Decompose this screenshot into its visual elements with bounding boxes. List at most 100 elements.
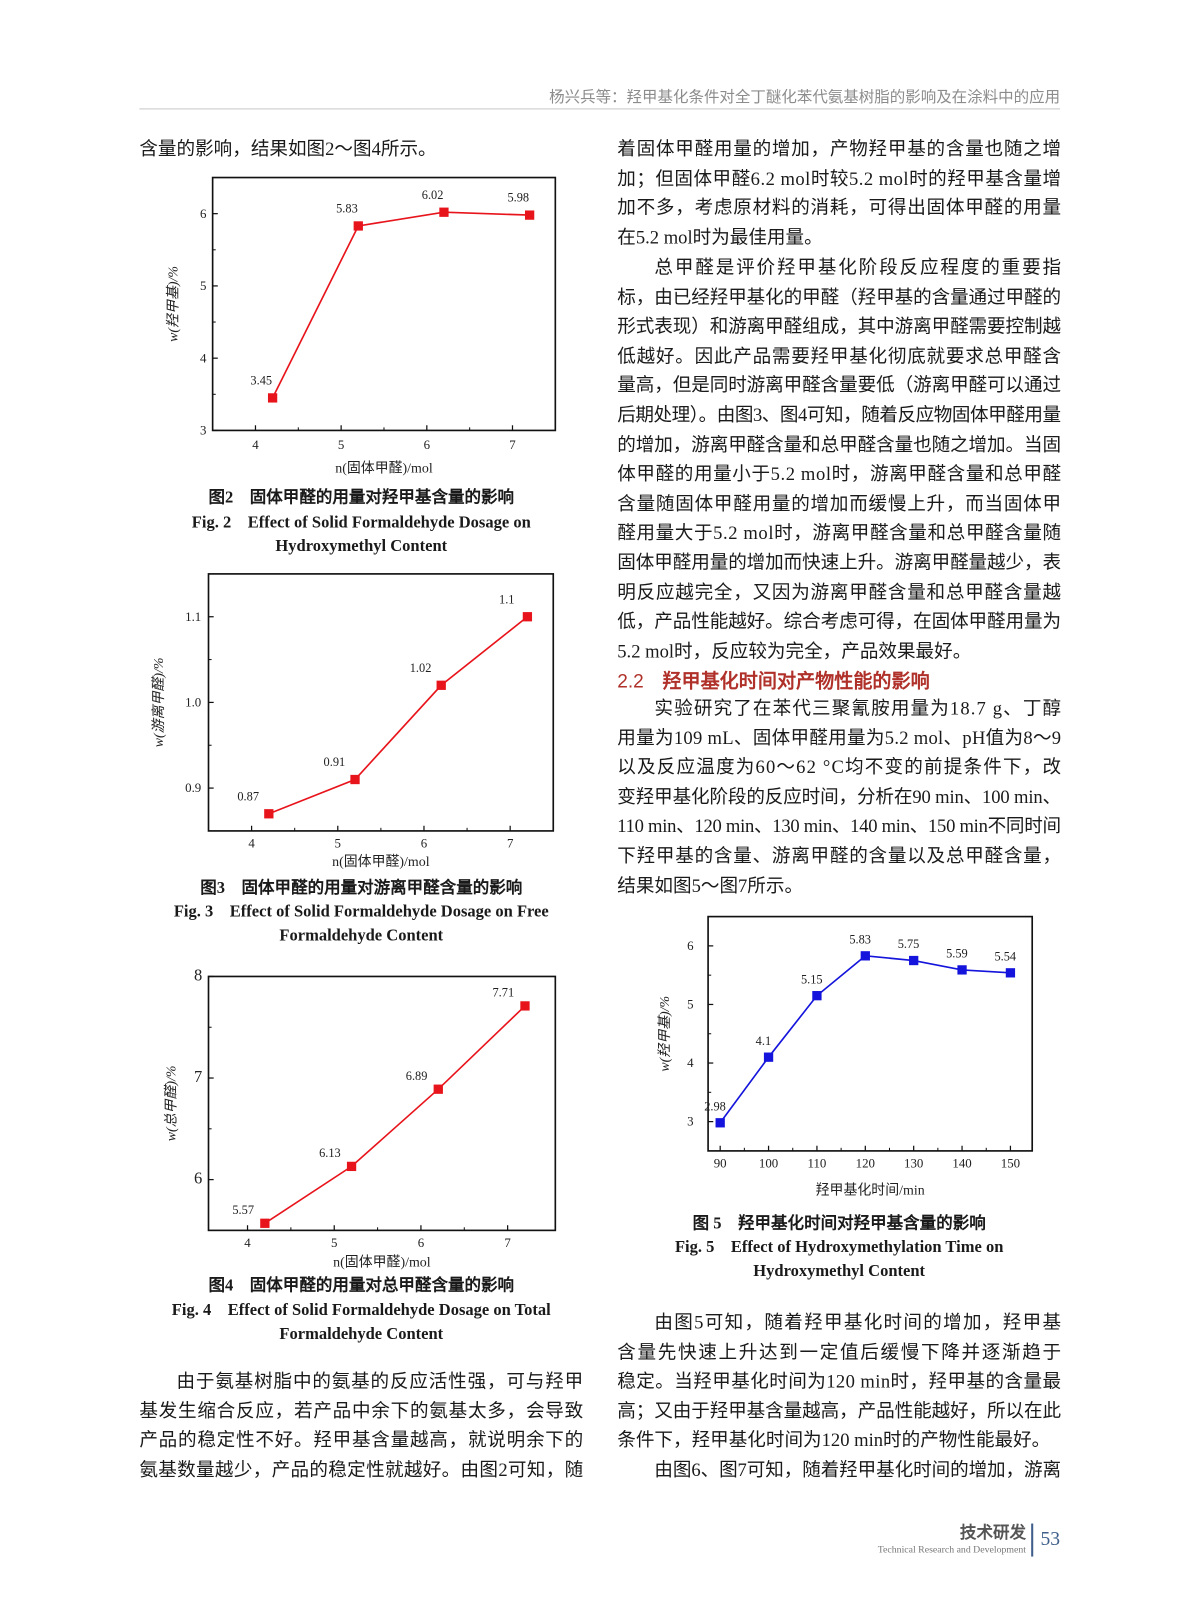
data-point: [763, 1052, 774, 1062]
text-line: 在5.2 mol时为最佳用量。: [617, 226, 823, 248]
text-line: 固体甲醛用量的增加而快速上升。游离甲醛量越少，表: [617, 552, 1062, 573]
fig3-caption-line: 图3 固体甲醛的用量对游离甲醛含量的影响: [200, 879, 523, 897]
y-axis-label: w(羟甲基)/%: [657, 996, 673, 1072]
text-line: 实验研究了在苯代三聚氰胺用量为18.7 g、丁醇: [654, 697, 1063, 719]
footer-section-en: Technical Research and Development: [877, 1545, 1027, 1556]
data-point: [860, 951, 870, 961]
text-line: 下羟甲基的含量、游离甲醛的含量以及总甲醛含量，: [617, 845, 1062, 867]
plot-frame: [207, 975, 557, 1232]
x-tick-label: 100: [759, 1156, 778, 1170]
fig4-caption-line: 图4 固体甲醛的用量对总甲醛含量的影响: [208, 1276, 515, 1295]
data-point: [1005, 968, 1016, 978]
data-label: 6.13: [319, 1146, 341, 1160]
text-line: 变羟甲基化阶段的反应时间，分析在90 min、100 min、: [617, 786, 1061, 807]
data-point: [264, 809, 274, 819]
data-point: [524, 210, 535, 220]
text-line: 稳定。当羟甲基化时间为120 min时，羟甲基的含量最: [617, 1370, 1062, 1392]
text-line: 标，由已经羟甲基化的甲醛（羟甲基的含量通过甲醛的: [617, 286, 1062, 308]
data-label: 4.1: [756, 1034, 771, 1048]
x-axis-label: n(固体甲醛)/mol: [332, 854, 430, 870]
data-label: 0.91: [324, 755, 346, 769]
text-line: 的增加，游离甲醛含量和总甲醛含量也随之增加。当固: [617, 434, 1062, 455]
text-line: 用量为109 mL、固体甲醛用量为5.2 mol、pH值为8～9: [617, 727, 1062, 748]
data-label: 7.71: [492, 986, 514, 1000]
y-tick-label: 5: [200, 279, 206, 293]
data-point: [436, 680, 446, 690]
data-label: 5.83: [849, 932, 871, 946]
text-line: 由图5可知，随着羟甲基化时间的增加，羟甲基: [654, 1311, 1063, 1333]
x-tick-label: 4: [248, 836, 255, 850]
data-label: 3.45: [250, 373, 272, 387]
text-line: 低越好。因此产品需要羟甲基化彻底就要求总甲醛含: [617, 345, 1062, 367]
text-line: 总甲醛是评价羟甲基化阶段反应程度的重要指: [654, 257, 1063, 278]
text-line: 量高，但是同时游离甲醛含量要低（游离甲醛可以通过: [617, 375, 1062, 396]
text-line: 明反应越完全，又因为游离甲醛含量和总甲醛含量越: [617, 581, 1062, 603]
y-tick-label: 1.1: [185, 610, 201, 624]
plot-frame: [207, 573, 555, 832]
fig3-caption-line: Formaldehyde Content: [279, 926, 444, 945]
x-tick-label: 5: [335, 836, 341, 850]
header-divider: [139, 108, 1061, 110]
y-tick-label: 8: [194, 966, 202, 985]
y-tick-label: 1.0: [185, 696, 201, 710]
plot-frame: [707, 915, 1034, 1152]
section-number: 2.2: [617, 669, 644, 692]
data-label: 2.98: [704, 1099, 726, 1113]
text-line: 形式表现）和游离甲醛组成，其中游离甲醛需要控制越: [617, 316, 1062, 337]
data-point: [353, 221, 363, 231]
text-line: 由图6、图7可知，随着羟甲基化时间的增加，游离: [654, 1459, 1062, 1481]
y-axis-label: w(羟甲基)/%: [166, 266, 182, 342]
fig2-caption-line: 图2 固体甲醛的用量对羟甲基含量的影响: [208, 489, 515, 507]
x-axis-label: 羟甲基化时间/min: [816, 1181, 925, 1198]
x-tick-label: 7: [504, 1236, 511, 1250]
text-line: 加不多，考虑原材料的消耗，可得出固体甲醛的用量: [617, 197, 1062, 218]
y-axis-label: w(游离甲醛)/%: [151, 658, 167, 748]
series-line: [264, 1005, 526, 1224]
page-number: 53: [1040, 1528, 1061, 1551]
y-tick-label: 4: [687, 1056, 694, 1070]
data-label: 5.15: [801, 972, 823, 986]
text-line: 基发生缩合反应，若产品中余下的氨基太多，会导致: [139, 1400, 584, 1421]
text-line: 产品的稳定性不好。羟甲基含量越高，就说明余下的: [139, 1429, 584, 1451]
text-line: 氨基数量越少，产品的稳定性就越好。由图2可知，随: [139, 1459, 584, 1480]
x-axis-label: n(固体甲醛)/mol: [333, 1255, 431, 1271]
x-tick-label: 4: [252, 438, 259, 452]
data-label: 5.98: [507, 191, 529, 205]
fig4-caption-line: Fig. 4 Effect of Solid Formaldehyde Dosa…: [171, 1301, 551, 1320]
text-line: 着固体甲醛用量的增加，产物羟甲基的含量也随之增: [617, 138, 1062, 159]
text-line: 含量的影响，结果如图2～图4所示。: [139, 138, 437, 159]
x-axis-label: n(固体甲醛)/mol: [335, 461, 433, 477]
text-line: 高；又由于羟甲基含量越高，产品性能越好，所以在此: [617, 1400, 1062, 1422]
x-tick-label: 4: [244, 1236, 251, 1250]
footer-section-cn: 技术研发: [959, 1524, 1027, 1543]
y-tick-label: 3: [687, 1115, 693, 1129]
y-tick-label: 6: [194, 1169, 202, 1188]
footer-divider: [1031, 1523, 1034, 1557]
text-line: 由于氨基树脂中的氨基的反应活性强，可与羟甲: [176, 1370, 585, 1392]
data-point: [715, 1118, 725, 1128]
data-label: 5.54: [994, 949, 1016, 963]
text-line: 5.2 mol时，反应较为完全，产品效果最好。: [617, 640, 972, 662]
data-label: 1.02: [410, 661, 432, 675]
data-point: [346, 1161, 357, 1172]
data-label: 1.1: [499, 592, 514, 606]
data-point: [957, 965, 967, 975]
section-title: 羟甲基化时间对产物性能的影响: [662, 669, 930, 692]
running-header: 杨兴兵等：羟甲基化条件对全丁醚化苯代氨基树脂的影响及在涂料中的应用: [549, 88, 1061, 107]
y-axis-label: w(总甲醛)/%: [163, 1066, 179, 1142]
section-heading: 2.2 羟甲基化时间对产物性能的影响: [617, 667, 929, 694]
data-point: [439, 207, 449, 217]
data-label: 0.87: [237, 789, 259, 803]
series-line: [268, 616, 528, 815]
data-point: [260, 1218, 270, 1228]
y-tick-label: 4: [200, 351, 207, 365]
plot-frame: [211, 176, 557, 432]
fig2-caption-line: Hydroxymethyl Content: [275, 537, 448, 556]
data-label: 6.02: [422, 188, 444, 202]
text-line: 后期处理）。由图3、图4可知，随着反应物固体甲醛用量: [617, 404, 1061, 426]
text-line: 低，产品性能越好。综合考虑可得，在固体甲醛用量为: [617, 611, 1062, 632]
data-point: [267, 393, 278, 403]
data-label: 5.57: [232, 1203, 254, 1217]
x-tick-label: 5: [338, 438, 344, 452]
x-tick-label: 7: [507, 836, 514, 850]
